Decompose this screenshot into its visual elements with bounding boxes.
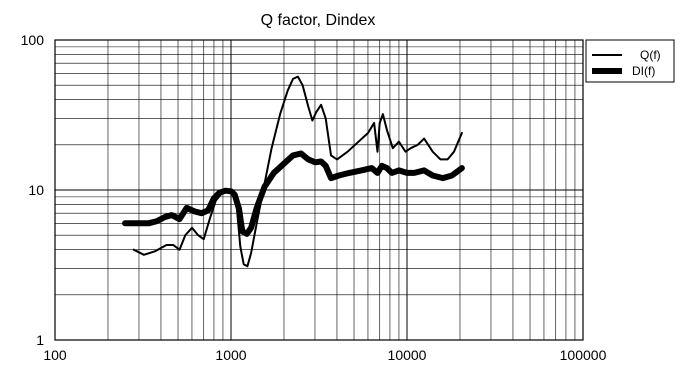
x-tick-label: 100000 <box>560 347 607 363</box>
legend: Q(f) DI(f) <box>585 39 675 83</box>
x-tick-label: 100 <box>43 347 67 363</box>
chart-title: Q factor, Dindex <box>261 12 376 29</box>
x-axis-ticks: 100 1000 10000 100000 <box>43 347 606 363</box>
y-axis-ticks: 1 10 100 <box>21 32 45 348</box>
series-line-di <box>122 150 465 237</box>
series-line-q <box>132 75 463 268</box>
series-layer <box>122 75 465 268</box>
y-tick-label: 100 <box>21 32 45 48</box>
y-tick-label: 10 <box>28 182 44 198</box>
x-tick-label: 10000 <box>388 347 427 363</box>
y-tick-label: 1 <box>36 332 44 348</box>
legend-label-di: DI(f) <box>632 64 655 78</box>
plot-frame <box>54 39 584 341</box>
legend-box <box>585 39 675 83</box>
x-tick-label: 1000 <box>215 347 246 363</box>
legend-label-q: Q(f) <box>640 48 661 62</box>
